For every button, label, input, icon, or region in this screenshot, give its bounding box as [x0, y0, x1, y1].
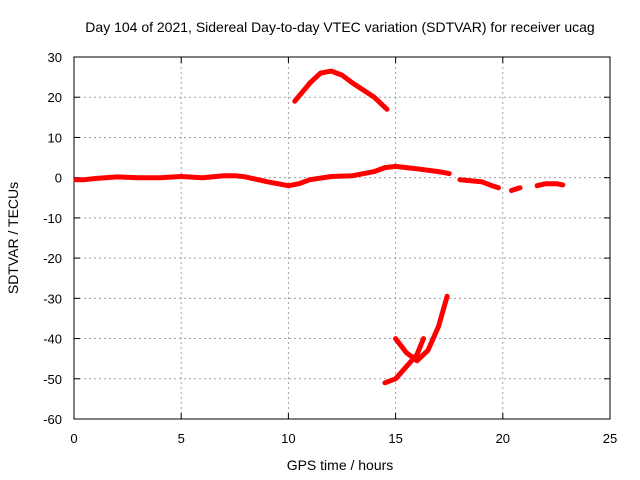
series-line-main	[73, 163, 452, 189]
y-tick-label: 10	[48, 130, 62, 145]
series-line-upper-arc	[292, 68, 390, 112]
y-tick-label: 0	[55, 171, 62, 186]
y-tick-label: 20	[48, 90, 62, 105]
series-line-lower-rise	[393, 293, 450, 364]
plot-frame	[73, 56, 611, 420]
chart-title: Day 104 of 2021, Sidereal Day-to-day VTE…	[85, 19, 594, 35]
series-line-tail	[457, 177, 501, 191]
x-tick-label: 5	[178, 431, 185, 446]
y-tick-label: -20	[43, 251, 62, 266]
series-line-segment-20.5	[508, 185, 523, 193]
x-tick-label: 25	[603, 431, 617, 446]
x-tick-label: 15	[388, 431, 402, 446]
y-tick-label: -40	[43, 332, 62, 347]
y-tick-label: -10	[43, 211, 62, 226]
data-series	[73, 68, 566, 386]
y-tick-label: 30	[48, 50, 62, 65]
x-tick-label: 20	[496, 431, 510, 446]
y-tick-label: -60	[43, 412, 62, 427]
series-line-segment-22	[534, 181, 566, 189]
y-axis-label: SDTVAR / TECUs	[5, 182, 21, 294]
y-tick-label: -50	[43, 372, 62, 387]
x-tick-label: 0	[70, 431, 77, 446]
y-tick-label: -30	[43, 291, 62, 306]
x-axis-label: GPS time / hours	[287, 457, 394, 473]
grid-lines	[74, 57, 610, 419]
series-line-lower-hook	[382, 336, 426, 386]
axis-ticks: 0 5 10 15 20 25 -60 -50 -40 -30 -20 -10 0 10 20 30	[43, 50, 617, 446]
x-tick-label: 10	[281, 431, 295, 446]
